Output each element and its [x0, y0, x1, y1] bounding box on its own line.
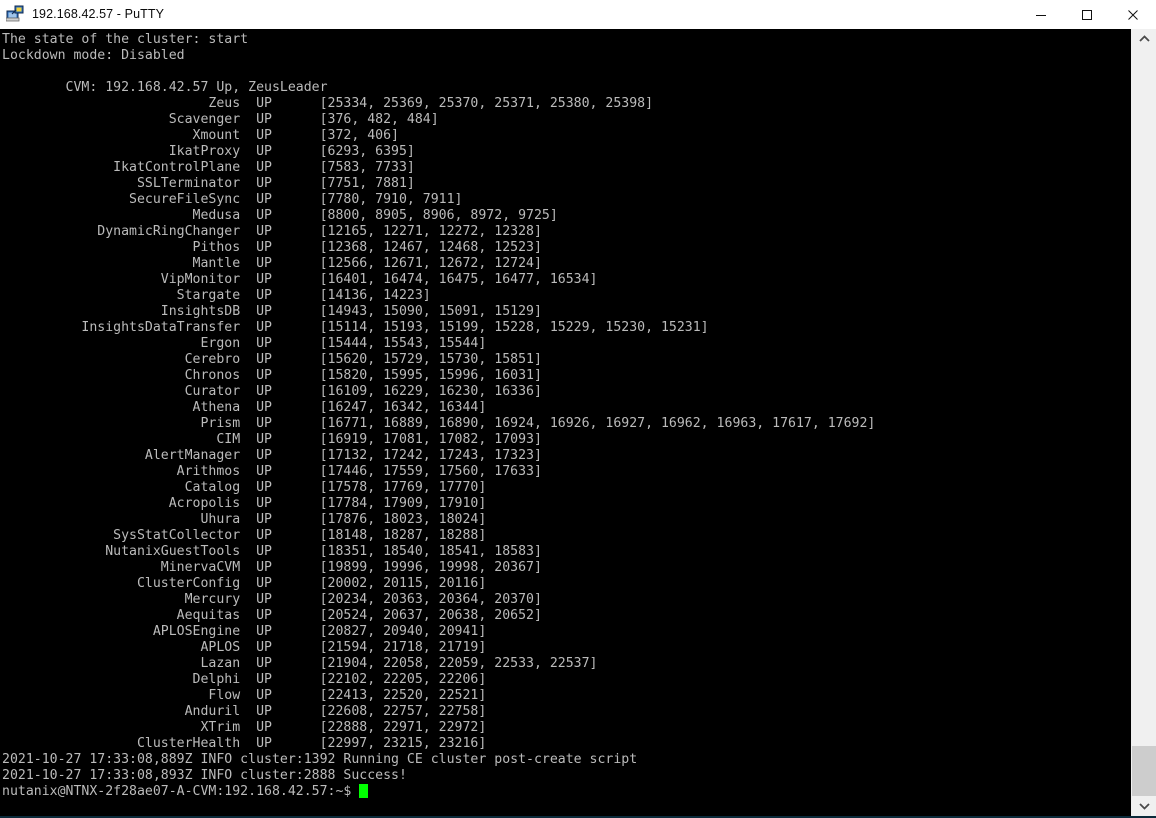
service-row: InsightsDataTransfer UP [15114, 15193, 1… [2, 320, 709, 335]
service-row: InsightsDB UP [14943, 15090, 15091, 1512… [2, 304, 542, 319]
service-row: Chronos UP [15820, 15995, 15996, 16031] [2, 368, 542, 383]
window-title: 192.168.42.57 - PuTTY [32, 7, 165, 21]
scroll-up-arrow-icon[interactable] [1132, 29, 1156, 49]
service-row: Aequitas UP [20524, 20637, 20638, 20652] [2, 608, 542, 623]
text-cursor [359, 784, 369, 798]
log-line: 2021-10-27 17:33:08,893Z INFO cluster:28… [2, 768, 407, 783]
terminal-area: The state of the cluster: start Lockdown … [0, 29, 1156, 816]
minimize-button[interactable] [1018, 0, 1064, 29]
service-row: ClusterHealth UP [22997, 23215, 23216] [2, 736, 487, 751]
service-row: AlertManager UP [17132, 17242, 17243, 17… [2, 448, 542, 463]
service-row: IkatControlPlane UP [7583, 7733] [2, 160, 415, 175]
service-row: Prism UP [16771, 16889, 16890, 16924, 16… [2, 416, 876, 431]
service-row: Xmount UP [372, 406] [2, 128, 399, 143]
window-bottom-edge [0, 816, 1156, 818]
service-row: Athena UP [16247, 16342, 16344] [2, 400, 487, 415]
service-row: Ergon UP [15444, 15543, 15544] [2, 336, 487, 351]
service-row: MinervaCVM UP [19899, 19996, 19998, 2036… [2, 560, 542, 575]
service-row: Uhura UP [17876, 18023, 18024] [2, 512, 487, 527]
service-row: Lazan UP [21904, 22058, 22059, 22533, 22… [2, 656, 598, 671]
service-row: Medusa UP [8800, 8905, 8906, 8972, 9725] [2, 208, 558, 223]
putty-icon [5, 5, 24, 23]
window-controls [1018, 0, 1156, 29]
vertical-scrollbar[interactable] [1131, 29, 1156, 816]
service-row: Cerebro UP [15620, 15729, 15730, 15851] [2, 352, 542, 367]
log-line: 2021-10-27 17:33:08,889Z INFO cluster:13… [2, 752, 638, 767]
title-bar[interactable]: 192.168.42.57 - PuTTY [0, 0, 1156, 29]
service-row: SSLTerminator UP [7751, 7881] [2, 176, 415, 191]
cvm-status-line: CVM: 192.168.42.57 Up, ZeusLeader [2, 80, 328, 95]
service-row: VipMonitor UP [16401, 16474, 16475, 1647… [2, 272, 598, 287]
scrollbar-track[interactable] [1132, 49, 1156, 796]
service-row: IkatProxy UP [6293, 6395] [2, 144, 415, 159]
service-row: Anduril UP [22608, 22757, 22758] [2, 704, 487, 719]
scrollbar-thumb[interactable] [1132, 746, 1156, 796]
terminal-output[interactable]: The state of the cluster: start Lockdown … [0, 29, 1131, 816]
close-button[interactable] [1110, 0, 1156, 29]
maximize-button[interactable] [1064, 0, 1110, 29]
service-row: Stargate UP [14136, 14223] [2, 288, 431, 303]
header-line: Lockdown mode: Disabled [2, 48, 185, 63]
shell-prompt-line[interactable]: nutanix@NTNX-2f28ae07-A-CVM:192.168.42.5… [2, 784, 1131, 800]
service-row: Pithos UP [12368, 12467, 12468, 12523] [2, 240, 542, 255]
terminal-screen: The state of the cluster: start Lockdown … [2, 32, 1131, 800]
service-row: Catalog UP [17578, 17769, 17770] [2, 480, 487, 495]
service-row: APLOS UP [21594, 21718, 21719] [2, 640, 487, 655]
service-row: DynamicRingChanger UP [12165, 12271, 122… [2, 224, 542, 239]
service-row: Zeus UP [25334, 25369, 25370, 25371, 253… [2, 96, 654, 111]
service-row: APLOSEngine UP [20827, 20940, 20941] [2, 624, 487, 639]
service-row: ClusterConfig UP [20002, 20115, 20116] [2, 576, 487, 591]
service-row: Acropolis UP [17784, 17909, 17910] [2, 496, 487, 511]
service-row: XTrim UP [22888, 22971, 22972] [2, 720, 487, 735]
service-row: Curator UP [16109, 16229, 16230, 16336] [2, 384, 542, 399]
header-line [2, 64, 1131, 80]
service-row: Scavenger UP [376, 482, 484] [2, 112, 439, 127]
service-row: Delphi UP [22102, 22205, 22206] [2, 672, 487, 687]
shell-prompt-text: nutanix@NTNX-2f28ae07-A-CVM:192.168.42.5… [2, 784, 360, 799]
service-row: NutanixGuestTools UP [18351, 18540, 1854… [2, 544, 542, 559]
header-line: The state of the cluster: start [2, 32, 249, 47]
service-row: SysStatCollector UP [18148, 18287, 18288… [2, 528, 487, 543]
service-row: Arithmos UP [17446, 17559, 17560, 17633] [2, 464, 542, 479]
service-row: Mercury UP [20234, 20363, 20364, 20370] [2, 592, 542, 607]
service-row: CIM UP [16919, 17081, 17082, 17093] [2, 432, 542, 447]
service-row: Mantle UP [12566, 12671, 12672, 12724] [2, 256, 542, 271]
service-row: Flow UP [22413, 22520, 22521] [2, 688, 487, 703]
scroll-down-arrow-icon[interactable] [1132, 796, 1156, 816]
service-row: SecureFileSync UP [7780, 7910, 7911] [2, 192, 463, 207]
